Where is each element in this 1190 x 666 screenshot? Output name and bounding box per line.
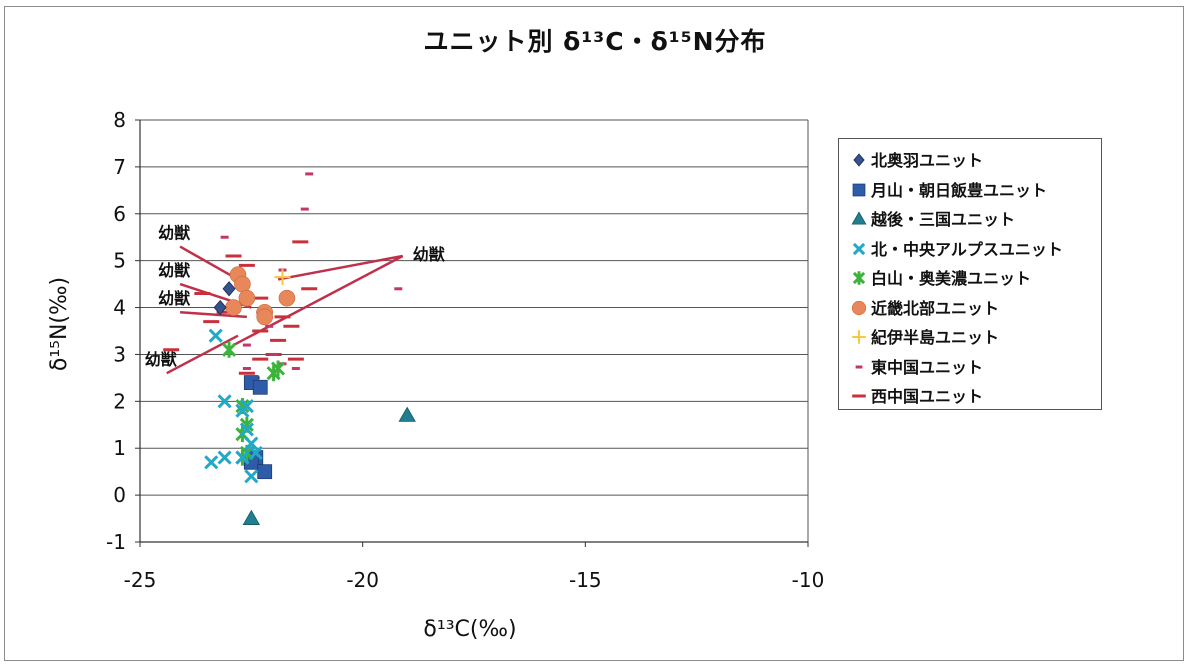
data-point [234,275,251,293]
x-tick-label: -20 [346,568,379,592]
annotation-label: 幼獣 [413,245,446,264]
data-point [239,422,254,437]
data-point [853,153,865,167]
y-tick-label: 8 [113,108,126,132]
data-point [222,281,236,297]
y-tick-label: 5 [113,249,126,273]
annotation-line [179,310,247,319]
legend-marker-short-dash-icon [855,365,863,368]
data-points [163,172,416,525]
legend: 北奥羽ユニット月山・朝日飯豊ユニット 越後・三国ユニット北・中央アルプスユニット白… [838,138,1102,410]
legend-item: 白山・奥美濃ユニット [849,265,1031,289]
legend-item: 西中国ユニット [849,383,983,407]
data-point [266,365,281,382]
annotation-line [179,245,239,281]
legend-label: 白山・奥美濃ユニット [871,269,1032,288]
data-point [852,242,866,255]
annotation-label: 幼獣 [158,261,191,280]
y-tick-label: 2 [113,389,126,413]
y-axis-label: δ¹⁵N(‰) [47,277,72,371]
annotation-label: 幼獣 [158,224,191,243]
data-point [217,450,232,465]
data-point [852,271,866,285]
legend-item: 北奥羽ユニット [849,147,983,171]
legend-label: 北・中央アルプスユニット [871,239,1063,259]
legend-label: 紀伊半島ユニット [871,328,1000,347]
legend-item: 北・中央アルプスユニット [849,236,1063,260]
data-point [274,269,291,286]
legend-marker-plus-icon [852,330,866,344]
x-tick-label: -10 [792,568,825,592]
data-point [852,330,866,344]
legend-label: 北奥羽ユニット [871,151,984,170]
data-point [208,328,223,343]
legend-item: 東中国ユニット [849,354,983,378]
data-point [244,436,259,451]
data-point [252,379,268,395]
data-point [242,509,261,525]
data-point [213,299,227,316]
y-tick-label: 6 [113,202,126,226]
x-axis-label: δ¹³C(‰) [423,617,516,642]
legend-marker-square-icon [852,183,866,196]
y-tick-label: 0 [113,483,126,507]
legend-label: 越後・三国ユニット [871,210,1016,229]
x-tick-label: -25 [124,568,157,592]
data-point [278,289,296,307]
data-point [256,308,273,326]
data-point [222,341,237,358]
annotation-label: 幼獣 [158,289,191,308]
legend-marker-triangle-icon [851,211,867,225]
legend-marker-long-dash-icon [852,394,866,398]
legend-marker-asterisk-icon [852,271,866,285]
data-point [851,300,867,315]
legend-label: 西中国ユニット [871,387,984,406]
legend-marker-circle-icon [851,300,867,315]
y-tick-label: 3 [113,342,126,366]
data-point [398,406,416,422]
legend-item: 越後・三国ユニット [849,206,1015,230]
legend-label: 月山・朝日飯豊ユニット [871,180,1048,200]
y-tick-label: 1 [113,436,126,460]
annotation-label: 幼獣 [145,350,178,369]
legend-label: 近畿北部ユニット [871,298,1000,318]
legend-label: 東中国ユニット [871,357,984,377]
legend-item: 紀伊半島ユニット [849,324,999,348]
data-point [248,445,263,460]
legend-item: 月山・朝日飯豊ユニット [849,177,1047,201]
legend-marker-x-icon [852,242,866,255]
legend-marker-diamond-icon [853,153,865,167]
data-point [235,450,250,465]
annotation-line [166,334,239,375]
data-point [257,464,273,480]
legend-item: 近畿北部ユニット [849,295,999,319]
data-point [204,455,219,470]
data-point [225,299,242,316]
y-tick-label: 4 [113,296,126,320]
data-point [244,469,259,484]
y-tick-label: 7 [113,155,126,179]
data-point [238,289,256,307]
data-point [217,394,232,409]
y-tick-label: -1 [106,530,126,554]
data-point [851,211,867,225]
annotation-line [277,254,403,281]
x-tick-label: -15 [569,568,602,592]
data-point [239,398,254,414]
chart-title: ユニット別 δ¹³C・δ¹⁵N分布 [423,27,767,56]
data-point [852,183,866,196]
